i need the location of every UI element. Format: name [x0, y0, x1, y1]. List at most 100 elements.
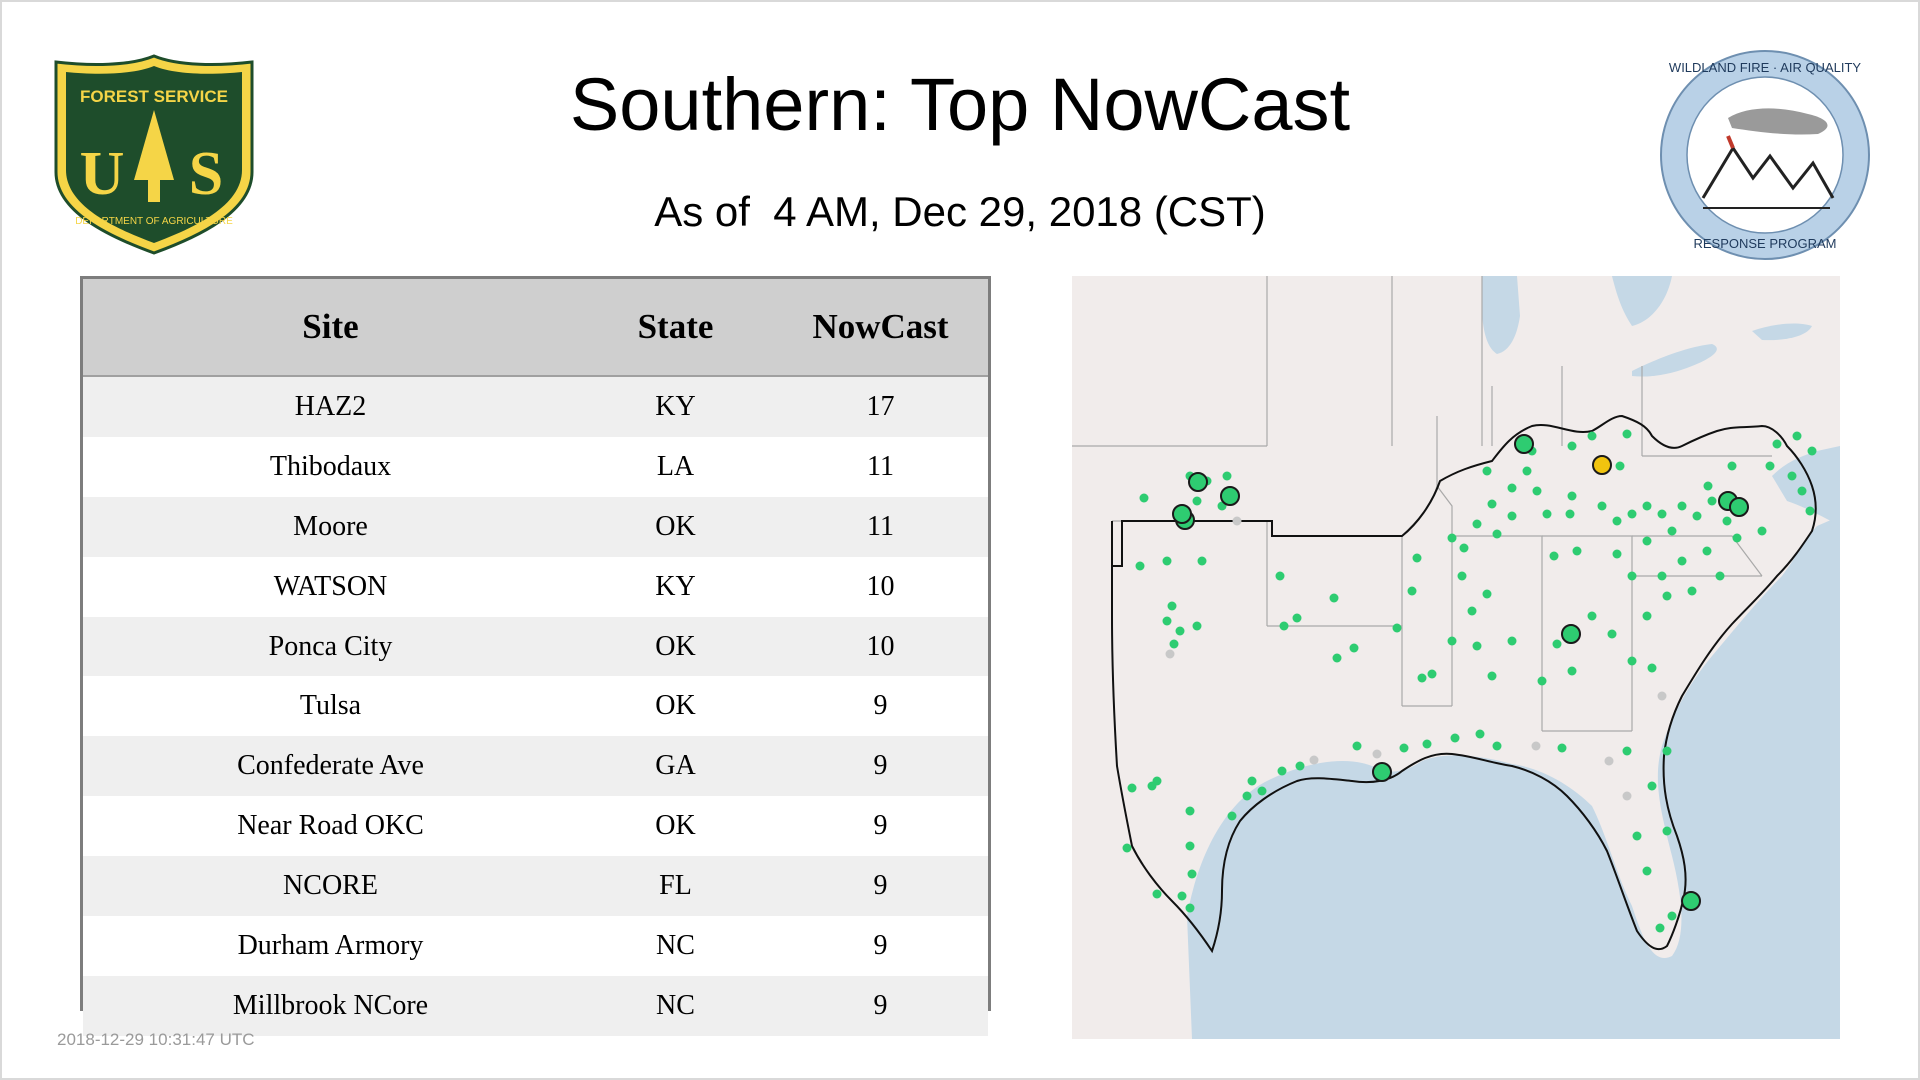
site-marker[interactable]	[1162, 616, 1172, 626]
site-marker[interactable]	[1467, 606, 1477, 616]
site-marker[interactable]	[1247, 776, 1257, 786]
site-marker[interactable]	[1702, 546, 1712, 556]
site-marker[interactable]	[1627, 656, 1637, 666]
site-marker[interactable]	[1807, 446, 1817, 456]
site-marker[interactable]	[1412, 553, 1422, 563]
site-marker[interactable]	[1349, 643, 1359, 653]
site-marker[interactable]	[1642, 611, 1652, 621]
site-marker[interactable]	[1275, 571, 1285, 581]
site-marker[interactable]	[1309, 755, 1319, 765]
site-marker[interactable]	[1772, 439, 1782, 449]
site-marker[interactable]	[1667, 911, 1677, 921]
top-site-marker[interactable]	[1729, 497, 1749, 517]
site-marker[interactable]	[1279, 621, 1289, 631]
site-marker[interactable]	[1572, 546, 1582, 556]
site-marker[interactable]	[1722, 516, 1732, 526]
column-header-state[interactable]: State	[578, 279, 773, 377]
site-marker[interactable]	[1805, 506, 1815, 516]
site-marker[interactable]	[1507, 636, 1517, 646]
site-marker[interactable]	[1507, 483, 1517, 493]
site-marker[interactable]	[1615, 461, 1625, 471]
site-marker[interactable]	[1622, 746, 1632, 756]
site-marker[interactable]	[1139, 493, 1149, 503]
site-marker[interactable]	[1152, 889, 1162, 899]
column-header-site[interactable]: Site	[83, 279, 578, 377]
site-marker[interactable]	[1457, 571, 1467, 581]
site-marker[interactable]	[1642, 501, 1652, 511]
site-marker[interactable]	[1492, 529, 1502, 539]
top-site-marker[interactable]	[1220, 486, 1240, 506]
site-marker[interactable]	[1487, 499, 1497, 509]
site-marker[interactable]	[1475, 729, 1485, 739]
site-marker[interactable]	[1655, 923, 1665, 933]
site-marker[interactable]	[1567, 491, 1577, 501]
top-site-marker[interactable]	[1372, 762, 1392, 782]
site-marker[interactable]	[1459, 543, 1469, 553]
site-marker[interactable]	[1242, 791, 1252, 801]
site-marker[interactable]	[1165, 649, 1175, 659]
site-marker[interactable]	[1627, 509, 1637, 519]
site-marker[interactable]	[1604, 756, 1614, 766]
site-marker[interactable]	[1732, 533, 1742, 543]
site-marker[interactable]	[1197, 556, 1207, 566]
site-marker[interactable]	[1647, 781, 1657, 791]
site-marker[interactable]	[1522, 466, 1532, 476]
site-marker[interactable]	[1687, 586, 1697, 596]
top-site-marker[interactable]	[1592, 455, 1612, 475]
site-marker[interactable]	[1227, 811, 1237, 821]
site-marker[interactable]	[1612, 549, 1622, 559]
southern-region-map[interactable]	[1072, 276, 1840, 1039]
site-marker[interactable]	[1662, 746, 1672, 756]
site-marker[interactable]	[1707, 496, 1717, 506]
site-marker[interactable]	[1567, 441, 1577, 451]
site-marker[interactable]	[1192, 621, 1202, 631]
site-marker[interactable]	[1797, 486, 1807, 496]
site-marker[interactable]	[1632, 831, 1642, 841]
site-marker[interactable]	[1222, 471, 1232, 481]
site-marker[interactable]	[1472, 641, 1482, 651]
site-marker[interactable]	[1597, 501, 1607, 511]
site-marker[interactable]	[1232, 516, 1242, 526]
top-site-marker[interactable]	[1561, 624, 1581, 644]
site-marker[interactable]	[1532, 486, 1542, 496]
site-marker[interactable]	[1662, 591, 1672, 601]
site-marker[interactable]	[1657, 571, 1667, 581]
site-marker[interactable]	[1565, 509, 1575, 519]
site-marker[interactable]	[1552, 639, 1562, 649]
site-marker[interactable]	[1587, 431, 1597, 441]
site-marker[interactable]	[1557, 743, 1567, 753]
site-marker[interactable]	[1277, 766, 1287, 776]
site-marker[interactable]	[1787, 471, 1797, 481]
site-marker[interactable]	[1162, 556, 1172, 566]
site-marker[interactable]	[1185, 841, 1195, 851]
site-marker[interactable]	[1192, 496, 1202, 506]
site-marker[interactable]	[1612, 516, 1622, 526]
site-marker[interactable]	[1677, 501, 1687, 511]
site-marker[interactable]	[1622, 791, 1632, 801]
site-marker[interactable]	[1167, 601, 1177, 611]
site-marker[interactable]	[1185, 806, 1195, 816]
site-marker[interactable]	[1292, 613, 1302, 623]
site-marker[interactable]	[1487, 671, 1497, 681]
site-marker[interactable]	[1492, 741, 1502, 751]
top-site-marker[interactable]	[1681, 891, 1701, 911]
site-marker[interactable]	[1257, 786, 1267, 796]
site-marker[interactable]	[1422, 739, 1432, 749]
site-marker[interactable]	[1187, 869, 1197, 879]
site-marker[interactable]	[1727, 461, 1737, 471]
site-marker[interactable]	[1447, 533, 1457, 543]
site-marker[interactable]	[1352, 741, 1362, 751]
site-marker[interactable]	[1399, 743, 1409, 753]
site-marker[interactable]	[1765, 461, 1775, 471]
site-marker[interactable]	[1482, 466, 1492, 476]
site-marker[interactable]	[1567, 666, 1577, 676]
site-marker[interactable]	[1662, 826, 1672, 836]
site-marker[interactable]	[1407, 586, 1417, 596]
site-marker[interactable]	[1692, 511, 1702, 521]
column-header-nowcast[interactable]: NowCast	[773, 279, 988, 377]
site-marker[interactable]	[1549, 551, 1559, 561]
site-marker[interactable]	[1622, 429, 1632, 439]
site-marker[interactable]	[1127, 783, 1137, 793]
site-marker[interactable]	[1507, 511, 1517, 521]
site-marker[interactable]	[1607, 629, 1617, 639]
